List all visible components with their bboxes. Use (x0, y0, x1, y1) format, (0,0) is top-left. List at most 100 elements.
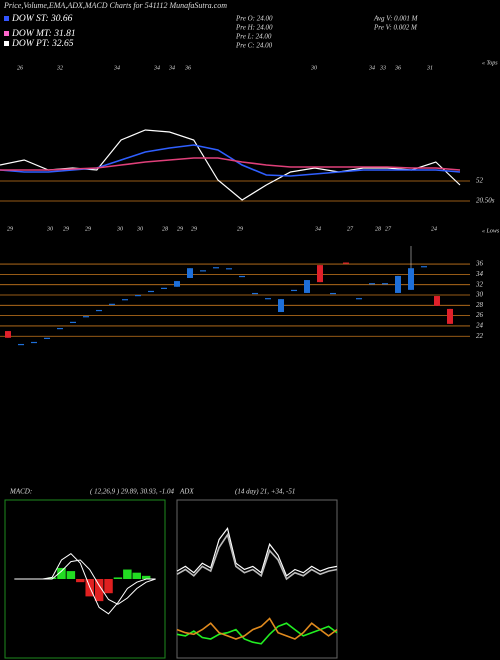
candle-body (174, 281, 180, 287)
dow-pt: DOW PT: 32.65 (11, 39, 74, 49)
side-label: « Tops (482, 60, 498, 66)
pre-low: Pre L: 24.00 (235, 33, 272, 41)
price-annotation: 34 (153, 64, 160, 71)
series-line (176, 532, 338, 581)
candle-body (122, 299, 128, 301)
y-tick-label: 36 (475, 260, 484, 268)
price-annotation: 31 (426, 65, 433, 71)
y-tick-label: 30 (475, 291, 484, 299)
series-line (0, 157, 461, 171)
price-annotation: 34 (113, 64, 120, 71)
candle-body (265, 298, 271, 300)
y-tick-label: 26 (476, 311, 484, 319)
candle-body (44, 337, 50, 339)
price-annotation: 32 (56, 65, 63, 71)
candle-body (408, 268, 414, 290)
histogram-bar (57, 567, 66, 579)
histogram-bar (66, 571, 76, 579)
candle-body (57, 327, 63, 330)
candle-body (447, 308, 453, 324)
price-annotation: 29 (7, 226, 13, 232)
price-annotation: 34 (168, 64, 175, 71)
price-annotation: 33 (379, 65, 386, 71)
pre-high: Pre H: 24.00 (235, 24, 273, 32)
candle-body (239, 275, 245, 278)
candle-body (395, 275, 401, 293)
panel-border (4, 499, 166, 659)
price-annotation: 36 (184, 65, 191, 71)
panel-params: ( 12,26,9 ) 29.89, 30.93, -1.04 (90, 488, 174, 496)
candle-body (317, 265, 323, 283)
price-annotation: 24 (431, 225, 437, 232)
candle-body (187, 268, 193, 278)
candle-body (135, 295, 141, 297)
candle-body (226, 268, 232, 270)
y-tick-label: 22 (476, 332, 484, 340)
y-tick-label: 24 (476, 322, 484, 330)
series-line (176, 617, 338, 640)
candle-body (213, 267, 219, 269)
histogram-bar (132, 572, 141, 579)
candle-body (304, 280, 310, 293)
y-tick-label: 52 (476, 177, 484, 185)
candle-body (109, 303, 115, 305)
y-tick-label: 20.50s (476, 197, 495, 205)
y-tick-label: 34 (475, 270, 484, 278)
candle-body (252, 292, 258, 295)
histogram-bar (141, 575, 151, 579)
series-line (14, 553, 156, 615)
panel-params: (14 day) 21, +34, -51 (235, 488, 295, 496)
candle-body (434, 296, 440, 306)
histogram-bar (94, 579, 104, 602)
price-annotation: 34 (368, 64, 375, 71)
histogram-bar (104, 579, 113, 594)
candle-body (369, 283, 375, 285)
price-annotation: 30 (310, 65, 317, 71)
avg-volume: Avg V: 0.001 M (373, 15, 419, 23)
candle-body (70, 321, 76, 324)
price-annotation: 29 (63, 226, 69, 232)
candle-body (18, 343, 24, 346)
price-annotation: 28 (375, 226, 381, 232)
candle-body (148, 290, 154, 293)
legend-swatch (4, 16, 9, 21)
candle-body (278, 299, 284, 313)
candle-body (96, 309, 102, 312)
price-annotation: 27 (385, 226, 392, 232)
price-annotation: 34 (314, 225, 321, 232)
panel-label: ADX (179, 488, 194, 496)
candle-body (83, 316, 89, 318)
price-annotation: 28 (162, 226, 168, 232)
series-line (176, 622, 338, 645)
chart-title: Price,Volume,EMA,ADX,MACD Charts for 541… (3, 1, 227, 10)
histogram-bar (113, 577, 123, 579)
candle-body (161, 287, 167, 289)
candle-body (200, 270, 206, 272)
y-tick-label: 32 (475, 280, 484, 288)
price-annotation: 30 (46, 226, 53, 232)
price-annotation: 30 (116, 226, 123, 232)
histogram-bar (47, 577, 57, 579)
histogram-bar (76, 579, 85, 583)
series-line (14, 559, 156, 605)
price-annotation: 27 (347, 226, 354, 232)
candle-body (356, 298, 362, 300)
pre-close: Pre C: 24.00 (235, 42, 273, 50)
candle-body (330, 292, 336, 295)
candle-body (31, 341, 37, 344)
price-annotation: 29 (237, 226, 243, 232)
candle-body (382, 283, 388, 285)
legend-swatch (4, 31, 9, 36)
candle-body (343, 262, 349, 264)
candle-body (291, 289, 297, 292)
histogram-bar (123, 569, 132, 579)
price-annotation: 26 (17, 65, 23, 71)
candle-body (421, 266, 427, 268)
price-annotation: 30 (136, 226, 143, 232)
pre-volume: Pre V: 0.002 M (373, 24, 418, 32)
panel-border (176, 499, 338, 659)
dow-st: DOW ST: 30.66 (11, 14, 73, 24)
price-annotation: 29 (177, 226, 183, 232)
